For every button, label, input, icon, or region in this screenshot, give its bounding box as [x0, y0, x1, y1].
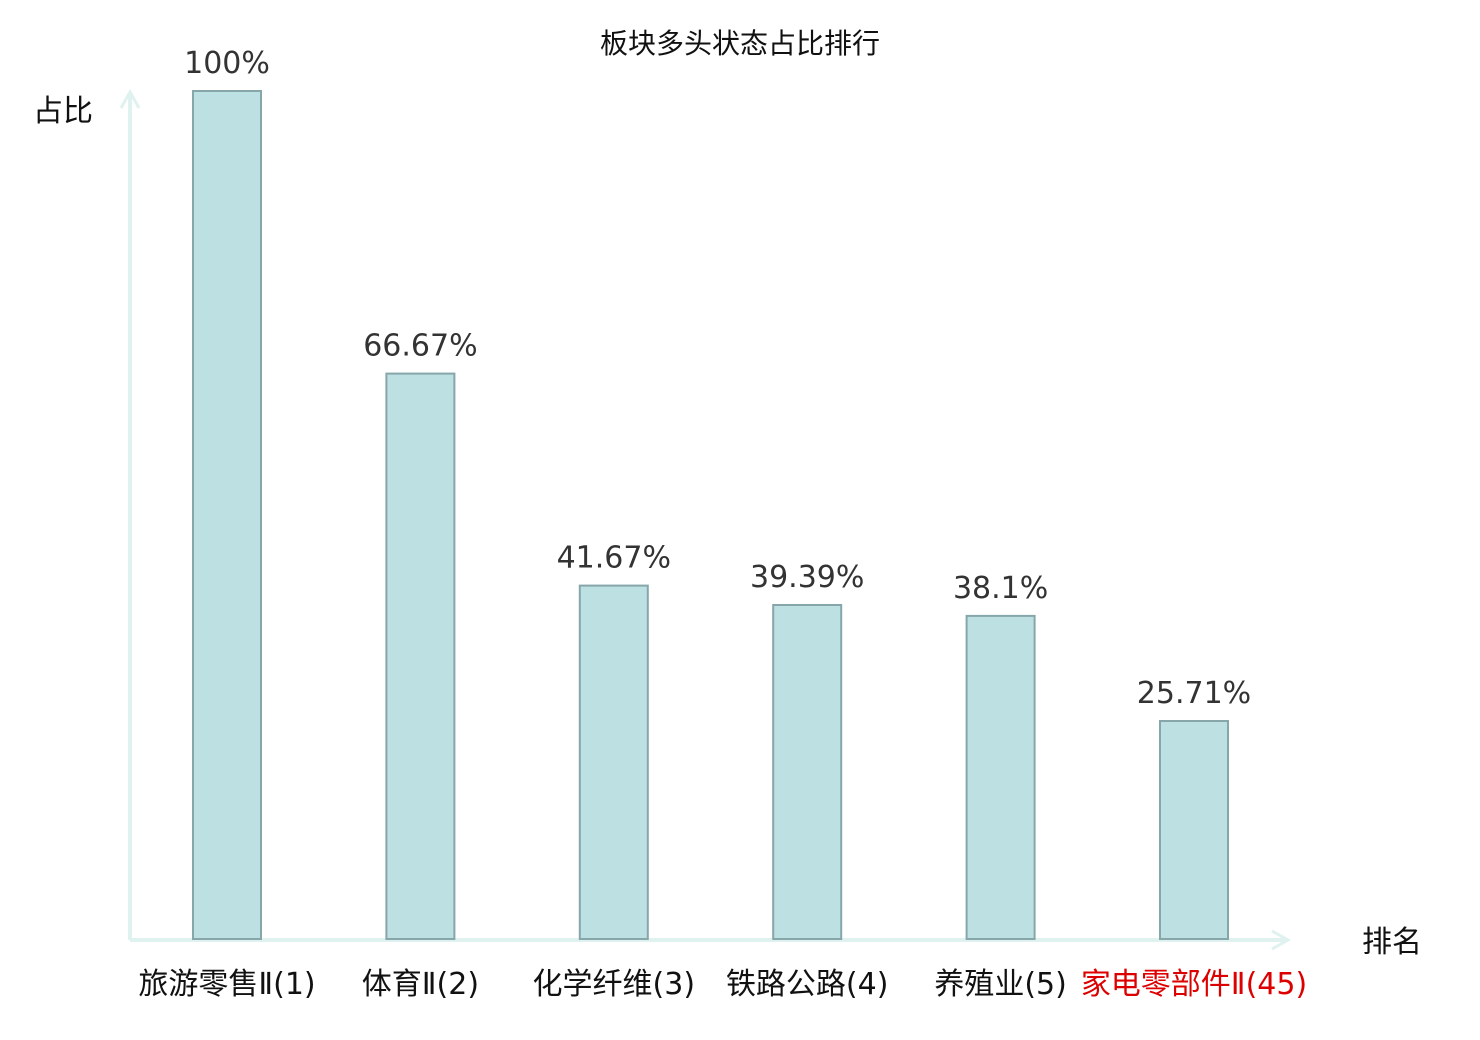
bar [192, 90, 262, 940]
category-labels-group: 旅游零售Ⅱ(1) 体育Ⅱ(2) 化学纤维(3) 铁路公路(4) 养殖业(5) 家电零部件Ⅱ… [138, 967, 1307, 1002]
x-axis-label: 排名 [1362, 925, 1422, 960]
bar-value-label: 25.71% [1137, 676, 1251, 711]
bar [578, 584, 649, 940]
category-label: 旅游零售Ⅱ(1) [138, 967, 315, 1002]
bar-value-label: 41.67% [557, 541, 671, 576]
category-label: 家电零部件Ⅱ(45) [1081, 967, 1307, 1002]
category-label: 养殖业(5) [934, 967, 1067, 1002]
bar-value-label: 38.1% [953, 571, 1048, 606]
category-label: 化学纤维(3) [533, 967, 696, 1002]
bar-value-label: 66.67% [363, 329, 477, 364]
category-label: 铁路公路(4) [726, 967, 889, 1002]
chart-title: 板块多头状态占比排行 [600, 27, 880, 60]
bar-value-label: 100% [184, 46, 270, 81]
category-label: 体育Ⅱ(2) [362, 967, 479, 1002]
bars-group [192, 90, 1229, 941]
bar [1159, 720, 1229, 940]
bar-value-label: 39.39% [750, 560, 864, 595]
bar [385, 372, 456, 941]
y-axis-label: 占比 [33, 94, 93, 129]
value-labels-group: 100% 66.67% 41.67% 39.39% 38.1% 25.71% [184, 46, 1251, 711]
bar [772, 604, 843, 940]
bar [965, 614, 1036, 941]
